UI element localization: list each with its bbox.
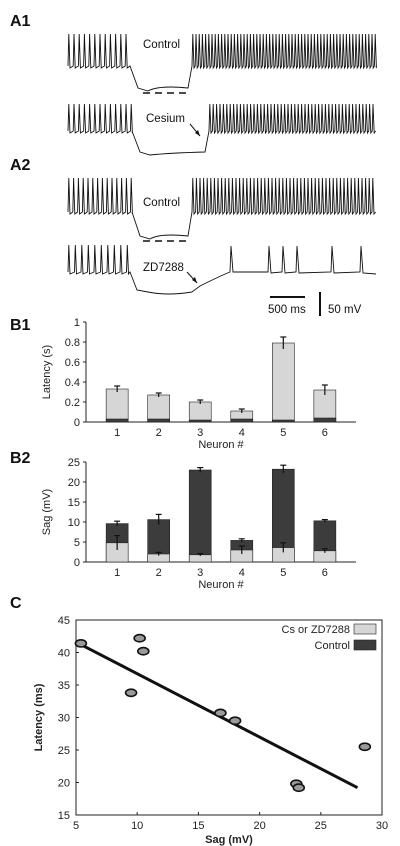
time-scale-label: 500 ms <box>268 304 306 316</box>
x-tick-label: 5 <box>73 820 79 832</box>
trace-label-cesium: Cesium <box>146 113 185 125</box>
y-tick-label: 0.8 <box>65 337 80 349</box>
panel-label-a2: A2 <box>10 157 31 174</box>
scatter-point <box>292 783 306 793</box>
bar <box>272 419 295 423</box>
x-tick-label: 4 <box>239 427 245 439</box>
x-tick-label: 5 <box>280 427 286 439</box>
y-tick-label: 45 <box>58 615 70 627</box>
y-tick-label: 5 <box>74 537 80 549</box>
x-axis-label: Neuron # <box>198 439 244 451</box>
scatter-point <box>137 646 150 656</box>
y-tick-label: 35 <box>58 680 70 692</box>
y-tick-label: 30 <box>58 713 70 725</box>
y-tick-label: 0 <box>74 557 80 569</box>
x-tick-label: 6 <box>322 567 328 579</box>
trace-a1-cesium: Cesium <box>67 103 376 156</box>
x-tick-label: 2 <box>156 567 162 579</box>
y-tick-label: 15 <box>58 810 70 822</box>
scale-bars: 500 ms 50 mV <box>268 292 362 316</box>
chart-latency-vs-sag: 5 10 15 20 25 30 15 20 25 30 35 40 45 Cs or ZD7288 Con… <box>33 615 388 846</box>
y-tick-label: 20 <box>58 778 70 790</box>
chart-latency-by-neuron: 0 0.2 0.4 0.6 0.8 1 1 2 3 4 5 6 Neuron # Latency (s) <box>41 317 356 451</box>
voltage-trace <box>67 244 377 295</box>
y-tick-label: 25 <box>58 745 70 757</box>
y-tick-label: 1 <box>74 317 80 329</box>
bar <box>188 469 212 563</box>
x-tick-label: 1 <box>114 427 120 439</box>
trace-label-control-a2: Control <box>143 197 180 209</box>
y-tick-label: 20 <box>68 477 80 489</box>
y-tick-label: 25 <box>68 457 80 469</box>
x-tick-label: 4 <box>239 567 245 579</box>
panel-label-c: C <box>10 595 22 612</box>
x-axis-label: Neuron # <box>198 579 244 591</box>
scatter-point <box>358 742 372 752</box>
trace-label-control-a1: Control <box>143 39 180 51</box>
y-tick-label: 0.4 <box>65 377 80 389</box>
legend-label: Control <box>315 640 350 652</box>
scatter-point <box>228 716 242 726</box>
voltage-trace <box>67 103 376 156</box>
x-tick-label: 15 <box>192 820 204 832</box>
x-tick-label: 10 <box>131 820 143 832</box>
legend-swatch-dark <box>353 639 377 651</box>
trace-a1-control: Control <box>67 33 377 94</box>
voltage-trace <box>67 33 377 92</box>
bar <box>230 418 254 423</box>
panel-label-b1: B1 <box>10 317 31 334</box>
voltage-scale-label: 50 mV <box>328 304 362 316</box>
y-tick-label: 15 <box>68 497 80 509</box>
y-tick-label: 0.2 <box>65 397 80 409</box>
legend-swatch-light <box>353 623 377 635</box>
x-tick-label: 5 <box>280 567 286 579</box>
x-tick-label: 3 <box>197 567 203 579</box>
bar <box>313 417 337 423</box>
legend-label: Cs or ZD7288 <box>282 624 350 636</box>
arrowhead-icon <box>195 130 200 136</box>
y-tick-label: 40 <box>58 648 70 660</box>
bar <box>105 388 129 423</box>
chart-sag-by-neuron: 0 5 10 15 20 25 1 2 3 4 5 6 Neuron # Sag (mV) <box>41 457 356 591</box>
trace-label-zd7288: ZD7288 <box>143 262 184 274</box>
y-tick-label: 0.6 <box>65 357 80 369</box>
x-tick-label: 20 <box>253 820 265 832</box>
y-axis-label: Sag (mV) <box>41 489 53 535</box>
arrowhead-icon <box>192 277 197 283</box>
x-tick-label: 2 <box>156 427 162 439</box>
bar <box>188 401 212 423</box>
scatter-point <box>74 639 88 648</box>
bar <box>105 418 129 423</box>
scatter-point <box>214 708 227 718</box>
panel-label-b2: B2 <box>10 450 31 467</box>
voltage-trace <box>67 177 376 240</box>
x-tick-label: 1 <box>114 567 120 579</box>
y-tick-label: 0 <box>74 417 80 429</box>
y-axis-label: Latency (ms) <box>33 683 45 751</box>
trace-a2-control: Control <box>67 177 376 242</box>
y-axis-label: Latency (s) <box>41 345 53 399</box>
bar <box>188 419 212 423</box>
panel-label-a1: A1 <box>10 13 31 30</box>
x-tick-label: 3 <box>197 427 203 439</box>
y-tick-label: 10 <box>68 517 80 529</box>
scatter-point <box>133 633 146 643</box>
bar <box>272 342 295 423</box>
x-tick-label: 25 <box>315 820 327 832</box>
bar <box>147 394 170 423</box>
scatter-point <box>124 688 138 698</box>
trace-a2-zd7288: ZD7288 <box>67 244 377 295</box>
x-tick-label: 30 <box>376 820 388 832</box>
bar <box>147 418 170 423</box>
x-axis-label: Sag (mV) <box>205 834 253 846</box>
x-tick-label: 6 <box>322 427 328 439</box>
